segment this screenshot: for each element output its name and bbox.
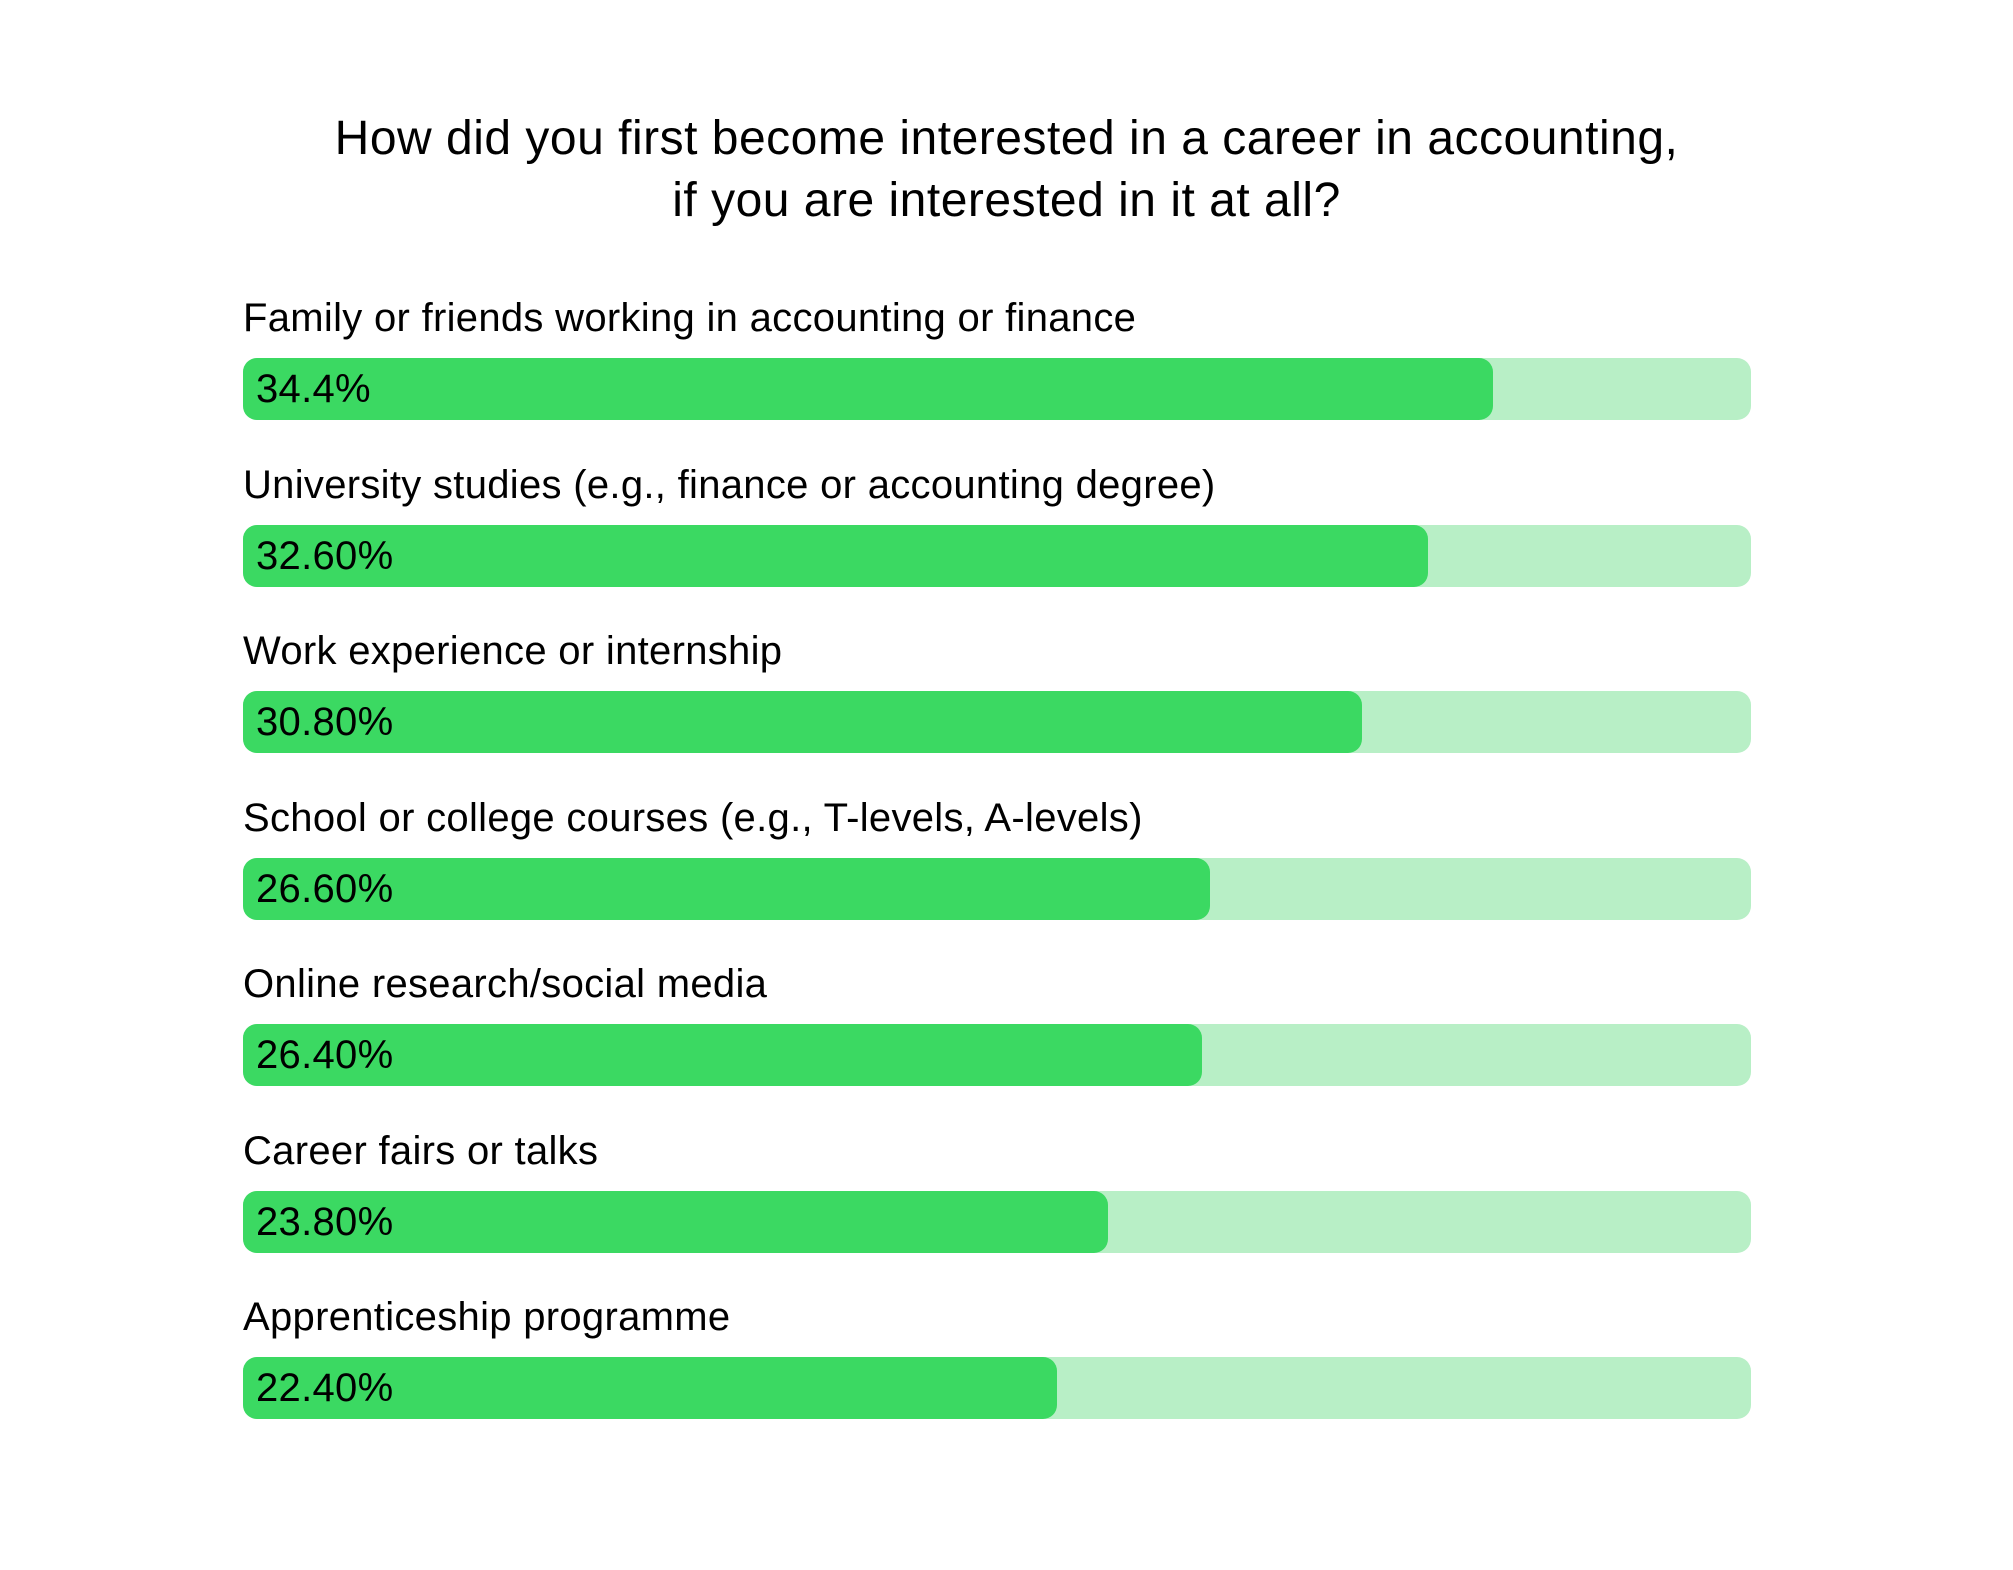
bar-value-label: 22.40%	[256, 1366, 394, 1410]
bar-category-label: Career fairs or talks	[243, 1128, 599, 1173]
bar	[243, 857, 1210, 920]
bar-value-label: 32.60%	[256, 533, 394, 578]
chart-title-line-2: if you are interested in it at all?	[672, 174, 1341, 227]
bar-category-label: School or college courses (e.g., T-level…	[243, 795, 1143, 840]
bar	[243, 1357, 1057, 1419]
bar-track: 26.40%	[243, 1024, 1751, 1086]
bar-value-label: 26.60%	[256, 866, 394, 911]
bar	[243, 358, 1493, 420]
bar-category-label: Online research/social media	[243, 962, 768, 1006]
bar-value-label: 34.4%	[256, 367, 371, 411]
bar-category-label: Work experience or internship	[243, 629, 783, 673]
bar-track: 34.4%	[243, 358, 1751, 420]
bar-row: Career fairs or talks 23.80%	[243, 1123, 1751, 1290]
bar-track: 23.80%	[243, 1190, 1751, 1253]
bar	[243, 1024, 1202, 1086]
bar-track: 32.60%	[243, 524, 1751, 587]
bar	[243, 691, 1362, 753]
bar-value-label: 30.80%	[256, 700, 394, 744]
bar	[243, 1190, 1108, 1253]
bar-value-label: 26.40%	[256, 1033, 394, 1077]
chart-title: How did you first become interested in a…	[0, 108, 2013, 232]
bar-category-label: University studies (e.g., finance or acc…	[243, 462, 1216, 507]
bar-row: Apprenticeship programme 22.40%	[243, 1289, 1751, 1456]
bar-track: 26.60%	[243, 857, 1751, 920]
bar	[243, 524, 1428, 587]
bar-track: 22.40%	[243, 1357, 1751, 1419]
bar-track: 30.80%	[243, 691, 1751, 753]
chart-title-line-1: How did you first become interested in a…	[334, 112, 1679, 165]
bar-row: Family or friends working in accounting …	[243, 290, 1751, 457]
bar-list: Family or friends working in accounting …	[243, 290, 1751, 1456]
bar-row: Work experience or internship 30.80%	[243, 623, 1751, 790]
bar-category-label: Family or friends working in accounting …	[243, 296, 1137, 340]
bar-row: Online research/social media 26.40%	[243, 956, 1751, 1123]
bar-category-label: Apprenticeship programme	[243, 1295, 731, 1339]
bar-value-label: 23.80%	[256, 1199, 394, 1244]
bar-row: University studies (e.g., finance or acc…	[243, 457, 1751, 624]
bar-row: School or college courses (e.g., T-level…	[243, 790, 1751, 957]
